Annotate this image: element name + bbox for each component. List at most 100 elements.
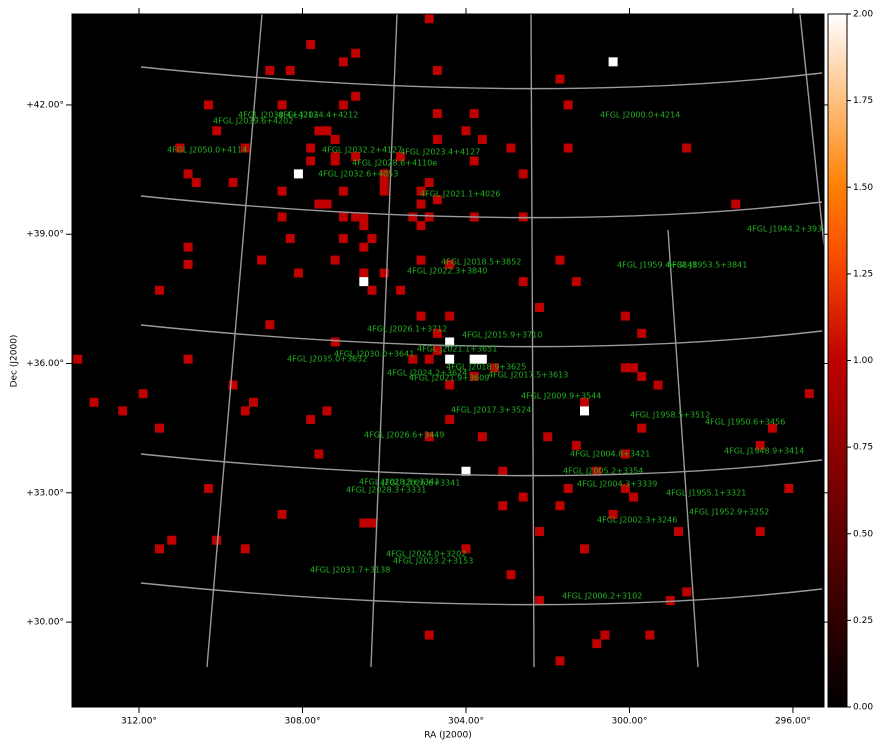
pixel — [755, 527, 765, 537]
pixel — [637, 423, 647, 433]
pixel — [175, 143, 185, 153]
pixel — [506, 570, 516, 580]
source-label: 4FGL J2038.4+4212 — [238, 111, 318, 120]
x-tick-label: 312.00° — [121, 717, 157, 727]
pixel — [563, 483, 573, 493]
source-label: 4FGL J2031.7+3138 — [310, 566, 390, 575]
source-label: 4FGL J2028.3+3343 — [359, 478, 439, 487]
pixel — [592, 466, 602, 476]
pixel — [359, 242, 369, 252]
pixel — [637, 371, 647, 381]
graticule-line — [370, 14, 398, 668]
pixel — [183, 242, 193, 252]
pixel — [314, 126, 324, 136]
pixel — [755, 440, 765, 450]
pixel — [592, 639, 602, 649]
pixel — [490, 363, 500, 373]
pixel — [359, 277, 369, 287]
pixel — [498, 501, 508, 511]
plot-frame — [71, 13, 825, 708]
pixel — [367, 518, 377, 528]
colorbar-tick-label: 0.25 — [853, 616, 873, 626]
pixel — [338, 100, 348, 110]
x-tick-label: 308.00° — [285, 717, 321, 727]
source-label: 4FGL J2026.6+3449 — [364, 431, 444, 440]
pixel — [408, 212, 418, 222]
x-tick-label: 304.00° — [448, 717, 484, 727]
source-label: 4FGL J2032.2+4127 — [322, 146, 402, 155]
pixel — [277, 186, 287, 196]
graticule-line — [140, 66, 823, 90]
pixel — [445, 337, 455, 347]
pixel — [351, 91, 361, 101]
pixel — [424, 630, 434, 640]
graticule-line — [140, 324, 823, 348]
pixel — [543, 432, 553, 442]
graticule-line — [530, 14, 535, 668]
pixel — [555, 255, 565, 265]
pixel — [784, 483, 794, 493]
source-label: 4FGL J2000.0+4214 — [600, 111, 680, 120]
pixel — [330, 255, 340, 265]
pixel — [563, 143, 573, 153]
colorbar-tick-label: 1.25 — [853, 269, 873, 279]
pixel — [277, 509, 287, 519]
source-label: 4FGL J1959.4+3848 — [617, 261, 697, 270]
pixel — [359, 221, 369, 231]
pixel — [118, 406, 128, 416]
pixel — [322, 199, 332, 209]
pixel — [432, 346, 442, 356]
source-label: 4FGL J2018.9+3625 — [446, 363, 526, 372]
source-label: 4FGL J2018.5+3852 — [441, 258, 521, 267]
source-label: 4FGL J2006.2+3102 — [562, 592, 642, 601]
pixel — [330, 337, 340, 347]
pixel — [535, 302, 545, 312]
pixel — [518, 492, 528, 502]
pixel — [204, 483, 214, 493]
pixel — [424, 178, 434, 188]
pixel — [154, 285, 164, 295]
pixel — [424, 354, 434, 364]
x-axis-label: RA (J2000) — [424, 731, 472, 741]
pixel — [416, 221, 426, 231]
source-label: 4FGL J2021.9+3609 — [409, 374, 489, 383]
pixel — [416, 199, 426, 209]
pixel — [379, 169, 389, 179]
pixel — [461, 544, 471, 554]
pixel — [682, 587, 692, 597]
pixel — [248, 397, 258, 407]
pixel — [445, 415, 455, 425]
source-label: 4FGL J2021.1+4026 — [420, 190, 500, 199]
source-label: 4FGL J2022.3+3840 — [407, 267, 487, 276]
pixel — [306, 415, 316, 425]
pixel — [367, 234, 377, 244]
pixel — [265, 320, 275, 330]
source-label: 4FGL J1953.5+3841 — [667, 261, 747, 270]
pixel — [469, 156, 479, 166]
pixel — [461, 126, 471, 136]
pixel — [620, 449, 630, 459]
pixel — [600, 630, 610, 640]
y-tick-label: +39.00° — [26, 230, 64, 240]
pixel — [379, 186, 389, 196]
pixel — [682, 143, 692, 153]
pixel — [154, 423, 164, 433]
source-label: 4FGL J1958.5+3512 — [630, 411, 710, 420]
pixel — [416, 186, 426, 196]
pixel — [138, 389, 148, 399]
pixel — [240, 143, 250, 153]
pixel — [338, 212, 348, 222]
source-label: 4FGL J2028.6+4110e — [352, 159, 437, 168]
pixel — [359, 268, 369, 278]
pixel — [768, 423, 778, 433]
pixel — [379, 268, 389, 278]
pixel — [416, 311, 426, 321]
pixel — [608, 57, 618, 67]
pixel — [535, 527, 545, 537]
pixel — [257, 255, 267, 265]
pixel — [555, 501, 565, 511]
pixel — [408, 354, 418, 364]
pixel — [424, 14, 434, 24]
pixel — [665, 596, 675, 606]
pixel — [306, 143, 316, 153]
